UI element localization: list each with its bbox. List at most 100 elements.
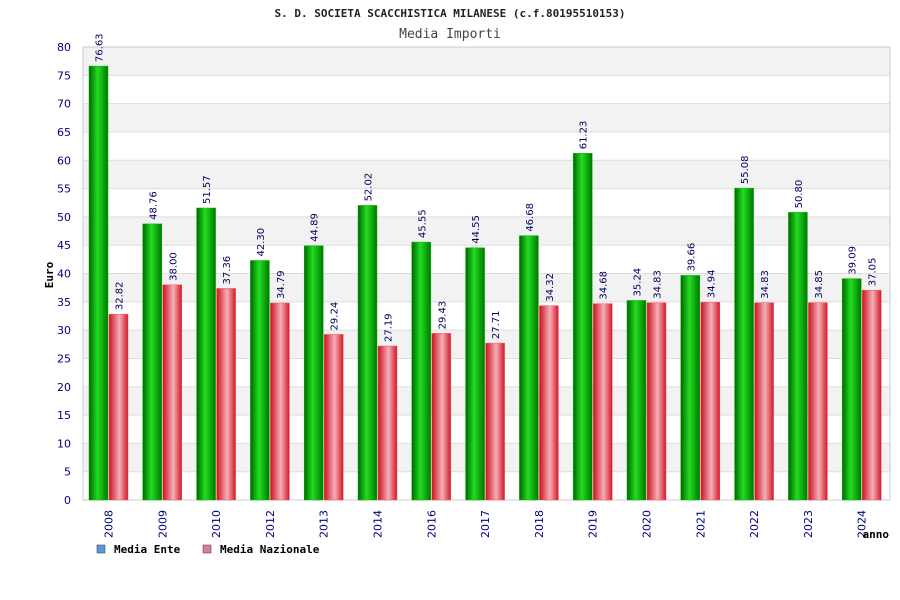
y-tick-label: 80 (57, 41, 71, 54)
x-tick-label: 2017 (479, 510, 492, 538)
y-tick-label: 40 (57, 268, 71, 281)
data-label: 34.83 (653, 270, 664, 299)
legend: Media Ente Media Nazionale (96, 543, 320, 556)
bar-media-ente-2024 (841, 278, 862, 501)
y-tick-label: 35 (57, 296, 71, 309)
data-label: 44.89 (310, 213, 321, 242)
bar-media-ente-2012 (250, 260, 270, 501)
bar-media-nazionale-2009 (162, 284, 183, 501)
data-label: 48.76 (148, 191, 159, 220)
data-label: 46.68 (525, 203, 536, 232)
y-tick-label: 20 (57, 381, 71, 394)
x-tick-label: 2018 (533, 510, 546, 538)
y-tick-label: 5 (64, 466, 71, 479)
x-tick-label: 2016 (425, 510, 438, 538)
y-axis-label: Euro (43, 261, 56, 288)
x-tick-label: 2009 (156, 510, 169, 538)
bar-media-nazionale-2017 (485, 342, 505, 501)
grid-band (83, 103, 890, 132)
grid-band (83, 216, 890, 246)
x-tick-label: 2024 (856, 510, 869, 538)
x-tick-label: 2022 (748, 510, 761, 538)
data-label: 42.30 (256, 228, 267, 257)
bar-media-ente-2010 (196, 207, 216, 501)
data-label: 39.66 (686, 243, 697, 272)
data-label: 34.32 (545, 273, 556, 302)
y-tick-label: 55 (57, 183, 71, 196)
data-label: 44.55 (471, 215, 482, 244)
data-label: 38.00 (168, 252, 179, 281)
bars: 76.63 32.82 48.76 38.00 51.57 37.36 42.30 34.79… (88, 33, 882, 501)
data-label: 32.82 (115, 282, 126, 311)
legend-swatch-media-ente (96, 544, 106, 554)
data-label: 50.80 (794, 180, 805, 209)
bar-media-nazionale-2018 (539, 305, 559, 501)
bar-media-nazionale-2013 (323, 334, 344, 501)
bar-media-ente-2021 (680, 275, 701, 501)
bar-media-nazionale-2016 (431, 333, 452, 501)
data-label: 45.55 (417, 209, 428, 238)
data-label: 34.68 (599, 271, 610, 300)
legend-item-media-nazionale: Media Nazionale (202, 543, 320, 556)
bar-media-ente-2013 (303, 245, 324, 501)
legend-item-media-ente: Media Ente (96, 543, 181, 556)
y-tick-label: 15 (57, 409, 71, 422)
data-label: 52.02 (364, 173, 375, 202)
y-axis-ticks: 0 5 10 15 20 25 30 35 40 45 50 55 60 65 70 75 80 (57, 41, 71, 507)
x-tick-label: 2023 (802, 510, 815, 538)
data-label: 27.19 (384, 313, 395, 342)
data-label: 34.79 (276, 270, 287, 299)
data-label: 37.05 (868, 258, 879, 287)
y-tick-label: 30 (57, 324, 71, 337)
bar-media-ente-2016 (411, 241, 432, 501)
legend-swatch-media-nazionale (202, 544, 212, 554)
data-label: 76.63 (95, 33, 106, 62)
bar-media-ente-2014 (357, 205, 378, 501)
data-label: 29.43 (437, 301, 448, 330)
bar-media-ente-2008 (88, 65, 109, 501)
bar-media-nazionale-2020 (646, 302, 667, 501)
y-tick-label: 60 (57, 154, 71, 167)
bar-media-nazionale-2022 (754, 302, 774, 501)
x-axis-label: anno (863, 528, 890, 541)
chart-subtitle: Media Importi (399, 27, 501, 42)
grid-band (83, 160, 890, 189)
bar-media-nazionale-2010 (216, 288, 236, 501)
bar-media-nazionale-2021 (700, 301, 721, 501)
data-label: 34.83 (760, 270, 771, 299)
y-tick-label: 45 (57, 239, 71, 252)
data-label: 34.94 (706, 270, 717, 299)
bar-media-nazionale-2023 (808, 302, 828, 501)
data-label: 34.85 (814, 270, 825, 299)
data-label: 37.36 (222, 256, 233, 285)
x-tick-label: 2019 (587, 510, 600, 538)
bar-media-ente-2019 (572, 153, 593, 501)
x-tick-label: 2014 (372, 510, 385, 538)
grid-band (83, 47, 890, 76)
chart-title: S. D. SOCIETA SCACCHISTICA MILANESE (c.f… (275, 7, 626, 20)
data-label: 27.71 (491, 310, 502, 339)
data-label: 61.23 (579, 121, 590, 150)
data-label: 35.24 (633, 268, 644, 297)
x-tick-label: 2008 (103, 510, 116, 538)
x-tick-label: 2013 (318, 510, 331, 538)
x-tick-label: 2021 (694, 510, 707, 538)
y-tick-label: 65 (57, 126, 71, 139)
bar-media-ente-2020 (626, 300, 647, 501)
y-tick-label: 70 (57, 98, 71, 111)
bar-media-ente-2017 (465, 247, 485, 501)
bar-media-nazionale-2008 (108, 313, 129, 501)
bar-media-nazionale-2024 (861, 289, 882, 501)
bar-media-nazionale-2012 (270, 302, 290, 501)
legend-label-media-nazionale: Media Nazionale (220, 543, 320, 556)
data-label: 39.09 (848, 246, 859, 275)
y-tick-label: 75 (57, 69, 71, 82)
bar-media-nazionale-2019 (592, 303, 613, 501)
y-tick-label: 50 (57, 211, 71, 224)
data-label: 51.57 (202, 175, 213, 204)
bar-media-ente-2023 (788, 212, 808, 501)
x-tick-label: 2012 (264, 510, 277, 538)
x-axis-ticks: 2008 2009 2010 2012 2013 2014 2016 2017 2018 2019… (103, 510, 869, 538)
x-tick-label: 2020 (641, 510, 654, 538)
data-label: 55.08 (740, 155, 751, 184)
